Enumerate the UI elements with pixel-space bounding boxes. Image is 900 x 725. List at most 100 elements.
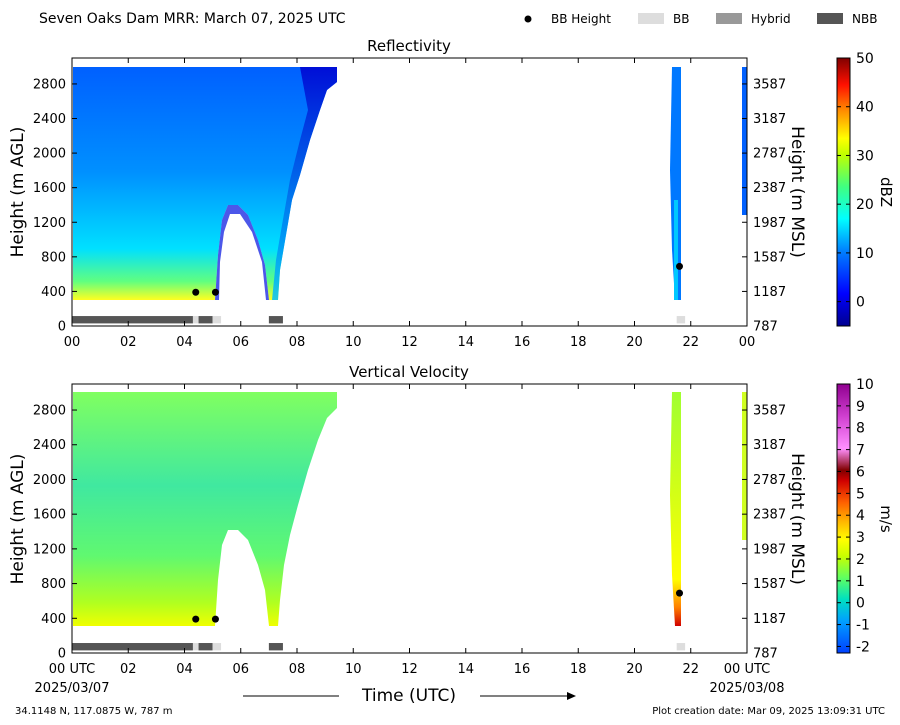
colorbar-tick-label: 40	[856, 100, 874, 116]
end-date: 2025/03/08	[710, 681, 785, 696]
bb-type-segment-nbb	[268, 316, 283, 324]
legend-hybrid-swatch	[716, 13, 742, 24]
bb-height-point	[211, 615, 219, 623]
bb-type-segment-bb	[212, 316, 222, 324]
dbz-colorbar-ticks: 0 10 20 30 40 50	[837, 51, 874, 311]
velocity-y-tick-label: 2800	[33, 404, 66, 419]
bb-type-segment-bb	[676, 316, 686, 324]
bb-type-segment-bb	[192, 643, 199, 651]
colorbar-tick-label: 6	[856, 464, 865, 480]
reflectivity-x-tick-label: 22	[682, 335, 699, 350]
velocity-y-right-tick-label: 1587	[753, 577, 786, 592]
velocity-echo	[73, 392, 747, 626]
velocity-x-tick-label: 16	[514, 662, 531, 677]
reflectivity-bb-type-bar	[72, 316, 686, 324]
velocity-title: Vertical Velocity	[349, 363, 469, 381]
reflectivity-y-tick-label: 2000	[33, 147, 66, 162]
reflectivity-y-tick-label: 1200	[33, 216, 66, 231]
velocity-colorbar-label: m/s	[877, 505, 895, 533]
colorbar-tick-label: 0	[856, 596, 865, 612]
bb-height-point	[192, 615, 200, 623]
velocity-ylabel: Height (m AGL)	[8, 454, 28, 585]
velocity-y-right-tick-label: 2387	[753, 508, 786, 523]
reflectivity-y-right-tick-label: 2787	[753, 147, 786, 162]
reflectivity-x-tick-label: 16	[514, 335, 531, 350]
colorbar-tick-label: 3	[856, 530, 865, 546]
velocity-y-axis: 0 400 800 1200 1600 2000 2400 2800	[33, 404, 77, 662]
velocity-bb-type-bar	[72, 643, 686, 651]
location-text: 34.1148 N, 117.0875 W, 787 m	[15, 706, 173, 717]
velocity-x-tick-label: 12	[401, 662, 418, 677]
start-date: 2025/03/07	[35, 681, 110, 696]
figure-title: Seven Oaks Dam MRR: March 07, 2025 UTC	[39, 11, 346, 27]
reflectivity-panel: Reflectivity 00 02 04 06 08 10 12 14 16 18 20 22 00 …	[8, 37, 895, 350]
legend-nbb-label: NBB	[852, 12, 877, 26]
velocity-x-tick-label: 18	[570, 662, 587, 677]
colorbar-tick-label: 0	[856, 295, 865, 311]
bb-height-point	[676, 589, 683, 597]
bb-type-segment-bb	[192, 316, 199, 324]
reflectivity-echo-early	[73, 67, 215, 300]
bb-height-point	[211, 288, 219, 296]
reflectivity-x-tick-label: 20	[626, 335, 643, 350]
legend-bb-swatch	[638, 13, 664, 24]
reflectivity-x-tick-label: 12	[401, 335, 418, 350]
velocity-echo-end	[742, 392, 747, 540]
time-axis-label: Time (UTC)	[361, 686, 456, 706]
creation-date-text: Plot creation date: Mar 09, 2025 13:09:3…	[652, 706, 885, 717]
bb-type-segment-bb	[212, 643, 222, 651]
reflectivity-echo-late-core	[674, 200, 678, 300]
velocity-y-right-tick-label: 787	[753, 647, 778, 662]
colorbar-tick-label: 5	[856, 486, 865, 502]
velocity-x-tick-label: 06	[232, 662, 249, 677]
legend: BB Height BB Hybrid NBB	[524, 12, 877, 26]
velocity-y-right-tick-label: 1187	[753, 612, 786, 627]
reflectivity-y-right-tick-label: 3587	[753, 77, 786, 92]
velocity-x-tick-label: 14	[457, 662, 474, 677]
velocity-y-right-tick-label: 3587	[753, 404, 786, 419]
reflectivity-echo-late	[670, 67, 681, 300]
velocity-echo-early	[73, 392, 215, 626]
velocity-y-right-tick-label: 2787	[753, 473, 786, 488]
velocity-panel: Vertical Velocity 00 UTC 02 04 06 08 10 12 14 16…	[8, 363, 895, 677]
colorbar-tick-label: 30	[856, 148, 874, 164]
reflectivity-echo-end	[742, 67, 747, 215]
velocity-echo-middle	[214, 392, 337, 626]
dbz-colorbar	[836, 57, 851, 327]
velocity-y-right-tick-label: 1987	[753, 542, 786, 557]
reflectivity-echo-edge	[272, 67, 337, 300]
velocity-x-tick-label: 20	[626, 662, 643, 677]
reflectivity-y-tick-label: 2800	[33, 77, 66, 92]
velocity-x-tick-label: 00 UTC	[49, 662, 95, 677]
colorbar-tick-label: -2	[856, 639, 870, 655]
reflectivity-y-tick-label: 400	[41, 285, 66, 300]
colorbar-tick-label: 1	[856, 574, 865, 590]
reflectivity-y-axis: 0 400 800 1200 1600 2000 2400 2800	[33, 77, 77, 335]
colorbar-tick-label: 20	[856, 197, 874, 213]
bb-height-point	[676, 262, 683, 270]
reflectivity-x-tick-label: 04	[176, 335, 193, 350]
velocity-y-axis-right: 787 1187 1587 1987 2387 2787 3187 3587	[742, 404, 786, 662]
colorbar-tick-label: 10	[856, 377, 874, 393]
reflectivity-y-right-tick-label: 1587	[753, 250, 786, 265]
reflectivity-x-tick-label: 08	[289, 335, 306, 350]
velocity-x-tick-label: 10	[345, 662, 362, 677]
velocity-y-tick-label: 2000	[33, 473, 66, 488]
reflectivity-bb-height-points	[192, 262, 683, 296]
colorbar-tick-label: 7	[856, 443, 865, 459]
time-arrow-head-icon	[567, 692, 576, 700]
colorbar-tick-label: -1	[856, 618, 870, 634]
velocity-colorbar	[836, 383, 851, 654]
reflectivity-x-tick-label: 14	[457, 335, 474, 350]
reflectivity-y-tick-label: 0	[58, 320, 66, 335]
reflectivity-echo	[73, 67, 747, 300]
velocity-y-tick-label: 2400	[33, 438, 66, 453]
legend-nbb-swatch	[817, 13, 843, 24]
velocity-x-axis: 00 UTC 02 04 06 08 10 12 14 16 18 20 22 00 UTC	[49, 384, 770, 677]
reflectivity-x-tick-label: 18	[570, 335, 587, 350]
velocity-echo-late	[670, 392, 681, 626]
reflectivity-y-right-tick-label: 1187	[753, 285, 786, 300]
reflectivity-x-tick-label: 00	[64, 335, 81, 350]
reflectivity-x-axis: 00 02 04 06 08 10 12 14 16 18 20 22 00	[64, 58, 755, 350]
